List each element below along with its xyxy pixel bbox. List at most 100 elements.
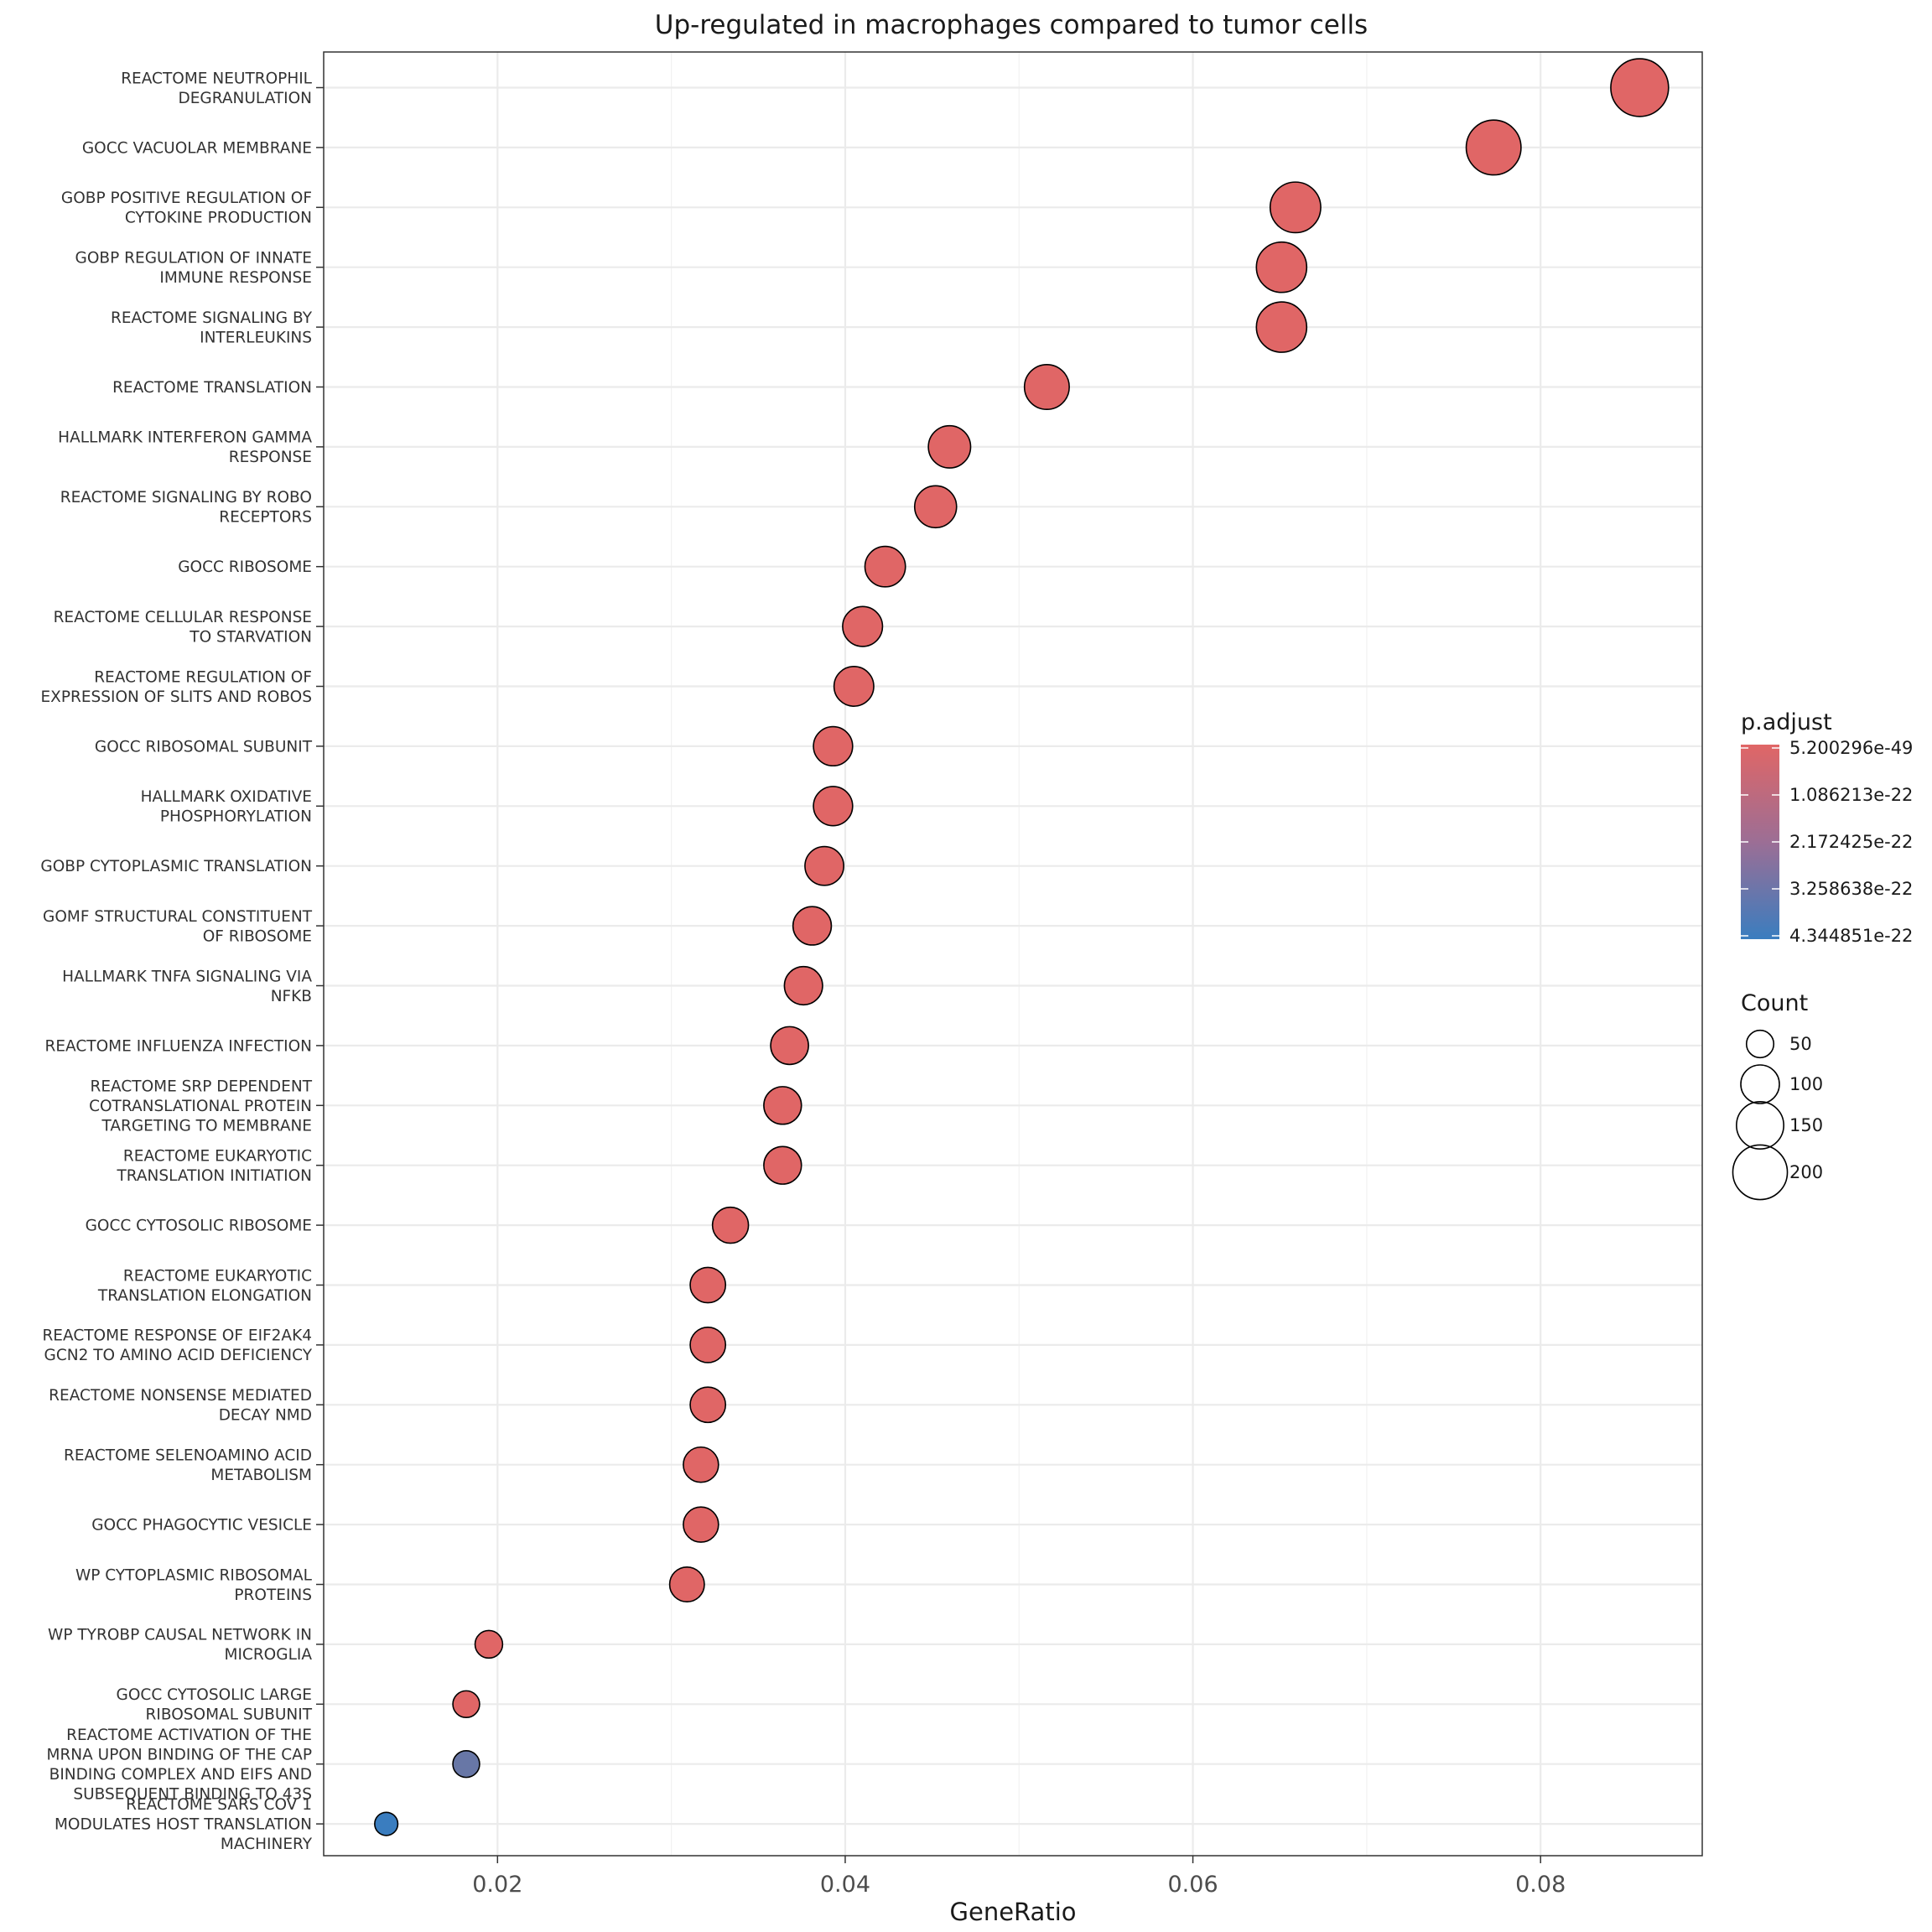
data-point [689,1386,727,1424]
y-tick-label-line: REACTOME SARS COV 1 [126,1796,312,1814]
y-tick-label: REACTOME NONSENSE MEDIATED DECAY NMD [49,1387,312,1425]
data-point [474,1629,504,1659]
y-tick-label: HALLMARK OXIDATIVE PHOSPHORYLATION [141,788,312,826]
y-tick-label: WP CYTOPLASMIC RIBOSOMAL PROTEINS [75,1566,313,1604]
y-tick-label-line: DECAY NMD [219,1407,312,1425]
size-legend-label: 50 [1789,1034,1812,1054]
data-point [1255,301,1308,353]
data-point [1610,58,1670,117]
y-tick-label: REACTOME CELLULAR RESPONSE TO STARVATION [54,609,312,647]
y-tick-label: GOCC PHAGOCYTIC VESICLE [91,1517,312,1535]
data-point [683,1446,719,1483]
y-tick-label: GOMF STRUCTURAL CONSTITUENT OF RIBOSOME [43,908,313,946]
y-tick-label: REACTOME TRANSLATION [112,379,312,397]
y-tick-label-line: GOCC RIBOSOMAL SUBUNIT [95,738,313,756]
y-tick-label-line: RECEPTORS [219,509,312,527]
y-tick-label: HALLMARK INTERFERON GAMMA RESPONSE [58,429,312,467]
data-point [833,666,875,707]
y-tick-label: GOBP REGULATION OF INNATE IMMUNE RESPONSE [75,249,312,287]
y-tick-label-line: MACHINERY [221,1836,313,1853]
y-tick-label-line: DEGRANULATION [178,90,312,107]
data-point [864,545,906,588]
size-legend-label: 150 [1789,1115,1823,1135]
y-tick-label-line: HALLMARK TNFA SIGNALING VIA [62,968,312,985]
data-point [689,1327,727,1363]
data-point [689,1266,727,1304]
y-tick-label: GOCC VACUOLAR MEMBRANE [82,139,312,157]
y-tick-label: GOCC RIBOSOME [178,558,312,576]
color-legend-ticks: 5.200296e-49 1.086213e-22 2.172425e-22 3.25… [1741,738,1913,946]
y-tick-label: REACTOME EUKARYOTIC TRANSLATION ELONGATIO… [97,1267,312,1305]
plot-panel [324,52,1702,1856]
y-tick-label: REACTOME INFLUENZA INFECTION [45,1037,312,1055]
chart-title: Up-regulated in macrophages compared to … [655,10,1368,40]
y-tick-label-line: REACTOME NEUTROPHIL [121,70,312,87]
size-legend: Count 50 100 150 200 [1732,990,1823,1201]
y-tick-label-line: REACTOME EUKARYOTIC [123,1147,312,1165]
y-tick-label: REACTOME NEUTROPHIL DEGRANULATION [121,70,312,107]
data-points [374,58,1670,1836]
data-point [1465,119,1522,176]
y-tick-label-line: GOCC CYTOSOLIC LARGE [117,1686,313,1704]
color-legend-title: p.adjust [1741,709,1832,735]
data-point [804,845,844,886]
data-point [913,485,958,529]
color-legend-label: 3.258638e-22 [1789,879,1913,899]
x-axis: 0.02 0.04 0.06 0.08 [472,1856,1566,1898]
y-tick-label-line: TRANSLATION ELONGATION [97,1287,312,1305]
y-tick-label-line: CYTOKINE PRODUCTION [125,210,312,227]
y-tick-label: REACTOME REGULATION OF EXPRESSION OF SLIT… [40,668,312,706]
y-tick-label-line: PHOSPHORYLATION [160,808,312,826]
y-tick-label: REACTOME SIGNALING BY ROBO RECEPTORS [60,489,312,527]
data-point [813,786,854,827]
y-tick-label-line: PROTEINS [234,1587,312,1604]
x-tick-label: 0.06 [1168,1872,1218,1898]
y-tick-label-line: REACTOME CELLULAR RESPONSE [54,609,312,626]
data-point [813,725,854,767]
y-tick-label-line: RESPONSE [229,449,312,466]
y-tick-label: GOBP POSITIVE REGULATION OF CYTOKINE PROD… [61,190,312,226]
y-tick-label-line: BINDING COMPLEX AND EIFS AND [49,1766,312,1784]
y-tick-label: REACTOME SARS COV 1 MODULATES HOST TRANSL… [55,1796,313,1853]
y-tick-label-line: EXPRESSION OF SLITS AND ROBOS [40,688,312,706]
color-legend: p.adjust 5.200296e-49 1.086213e-22 2.17242… [1741,709,1913,946]
y-tick-label-line: REACTOME REGULATION OF [94,668,312,686]
y-tick-label-line: GOCC RIBOSOME [178,558,312,576]
x-axis-title: GeneRatio [950,1898,1077,1926]
y-tick-label-line: GOCC PHAGOCYTIC VESICLE [91,1517,312,1535]
y-tick-label-line: SUBSEQUENT BINDING TO 43S [73,1785,312,1803]
y-tick-label: GOCC RIBOSOMAL SUBUNIT [95,738,313,756]
data-point [452,1749,480,1779]
x-tick-label: 0.04 [820,1872,870,1898]
y-tick-label-line: MICROGLIA [224,1646,312,1664]
y-tick-label-line: WP TYROBP CAUSAL NETWORK IN [48,1627,312,1644]
color-legend-label: 2.172425e-22 [1789,832,1913,852]
data-point [374,1811,399,1836]
y-tick-label-line: REACTOME SIGNALING BY ROBO [60,489,312,506]
data-point [668,1566,705,1603]
data-point [711,1206,750,1244]
data-point [452,1690,480,1719]
y-tick-label-line: TO STARVATION [189,628,312,646]
y-tick-label-line: REACTOME RESPONSE OF EIF2AK4 [42,1327,312,1345]
y-tick-label: HALLMARK TNFA SIGNALING VIA NFKB [62,968,312,1005]
y-tick-label: REACTOME RESPONSE OF EIF2AK4 GCN2 TO AMIN… [42,1327,312,1365]
y-tick-label-line: REACTOME SELENOAMINO ACID [64,1446,312,1464]
y-tick-label-line: NFKB [271,988,312,1005]
size-key-circle [1740,1064,1780,1104]
y-tick-label-line: INTERLEUKINS [200,329,312,346]
data-point [842,605,884,647]
y-tick-label: REACTOME SELENOAMINO ACID METABOLISM [64,1446,312,1484]
y-tick-label: GOCC CYTOSOLIC RIBOSOME [86,1218,312,1235]
y-tick-label-line: MODULATES HOST TRANSLATION [55,1816,312,1834]
size-legend-keys: 50 100 150 200 [1732,1029,1823,1201]
size-legend-label: 200 [1789,1162,1823,1182]
color-legend-label: 4.344851e-22 [1789,926,1913,946]
data-point [1255,241,1308,293]
y-tick-label-line: IMMUNE RESPONSE [159,269,312,287]
size-legend-label: 100 [1789,1074,1823,1094]
size-key-circle [1732,1144,1789,1201]
data-point [763,1145,802,1185]
x-tick-label: 0.02 [472,1872,522,1898]
